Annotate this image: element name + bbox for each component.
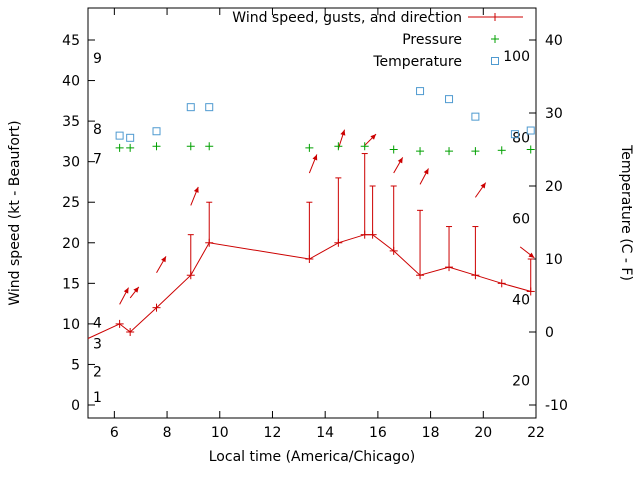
fahrenheit-label: 40	[512, 293, 530, 309]
beaufort-label: 9	[93, 51, 102, 67]
y-left-tick-label: 10	[62, 317, 80, 333]
temperature-point	[115, 131, 124, 140]
temperature-point	[205, 103, 214, 112]
left-axis-title: Wind speed (kt - Beaufort)	[7, 120, 23, 305]
beaufort-label: 3	[93, 336, 102, 352]
fahrenheit-label: 60	[512, 211, 530, 227]
plot-border	[87, 7, 537, 419]
wind-arrow-head	[340, 129, 346, 136]
axes: 6 8 10 12 14 16 18 20 22051015202530354045-10010…	[62, 7, 568, 441]
temperature-point	[186, 103, 195, 112]
legend-temperature-sample	[491, 57, 499, 65]
wind-arrow-head	[370, 134, 376, 140]
temperature-point	[510, 130, 519, 139]
x-tick-label: 12	[264, 425, 282, 441]
x-tick-label: 8	[163, 425, 172, 441]
right-axis-title: Temperature (C - F)	[618, 144, 634, 281]
x-axis-title: Local time (America/Chicago)	[209, 449, 415, 465]
y-right-tick-label: 20	[545, 179, 563, 195]
y-left-tick-label: 0	[71, 398, 80, 414]
legend-markers	[468, 13, 523, 65]
temperature-point	[445, 95, 454, 104]
fahrenheit-label: 20	[512, 374, 530, 390]
y-left-tick-label: 35	[62, 114, 80, 130]
wind-arrow-head	[397, 157, 403, 164]
y-right-tick-label: 40	[545, 33, 563, 49]
y-right-tick-label: 30	[545, 106, 563, 122]
temperature-point	[126, 133, 135, 142]
wind-arrow-head	[423, 168, 429, 175]
y-right-tick-label: 0	[545, 325, 554, 341]
y-left-tick-label: 5	[71, 357, 80, 373]
legend-label-temperature: Temperature	[372, 54, 462, 70]
beaufort-label: 2	[93, 365, 102, 381]
fahrenheit-label: 80	[512, 130, 530, 146]
wind-arrow-head	[161, 256, 166, 263]
wind-arrow-head	[133, 286, 139, 293]
wind-arrow-head	[193, 186, 199, 193]
y-left-tick-label: 25	[62, 195, 80, 211]
temperature-point	[152, 127, 161, 136]
temperature-point	[416, 87, 425, 96]
y-left-tick-label: 30	[62, 155, 80, 171]
y-left-tick-label: 40	[62, 74, 80, 90]
wind-arrow-head	[312, 154, 318, 161]
legend: Wind speed, gusts, and direction Pressur…	[232, 10, 462, 70]
temperature-point	[471, 112, 480, 121]
x-tick-label: 10	[211, 425, 229, 441]
fahrenheit-label: 100	[503, 49, 530, 65]
wind-line	[87, 234, 531, 339]
wind-arrow-head	[123, 287, 129, 294]
legend-label-wind: Wind speed, gusts, and direction	[232, 10, 462, 26]
y-right-tick-label: -10	[545, 398, 568, 414]
y-left-tick-label: 45	[62, 33, 80, 49]
x-tick-label: 16	[369, 425, 387, 441]
wind-arrow-head	[480, 182, 486, 189]
series	[87, 87, 535, 339]
temperature-point	[526, 126, 535, 135]
beaufort-label: 4	[93, 315, 102, 331]
x-tick-label: 22	[527, 425, 545, 441]
x-tick-label: 20	[474, 425, 492, 441]
y-left-tick-label: 15	[62, 276, 80, 292]
y-right-tick-label: 10	[545, 252, 563, 268]
y-left-tick-label: 20	[62, 236, 80, 252]
legend-label-pressure: Pressure	[402, 32, 462, 48]
x-tick-label: 18	[422, 425, 440, 441]
x-tick-label: 6	[110, 425, 119, 441]
wind-arrow-head	[528, 252, 535, 258]
beaufort-label: 7	[93, 151, 102, 167]
beaufort-label: 1	[93, 390, 102, 406]
x-tick-label: 14	[316, 425, 334, 441]
beaufort-label: 8	[93, 122, 102, 138]
